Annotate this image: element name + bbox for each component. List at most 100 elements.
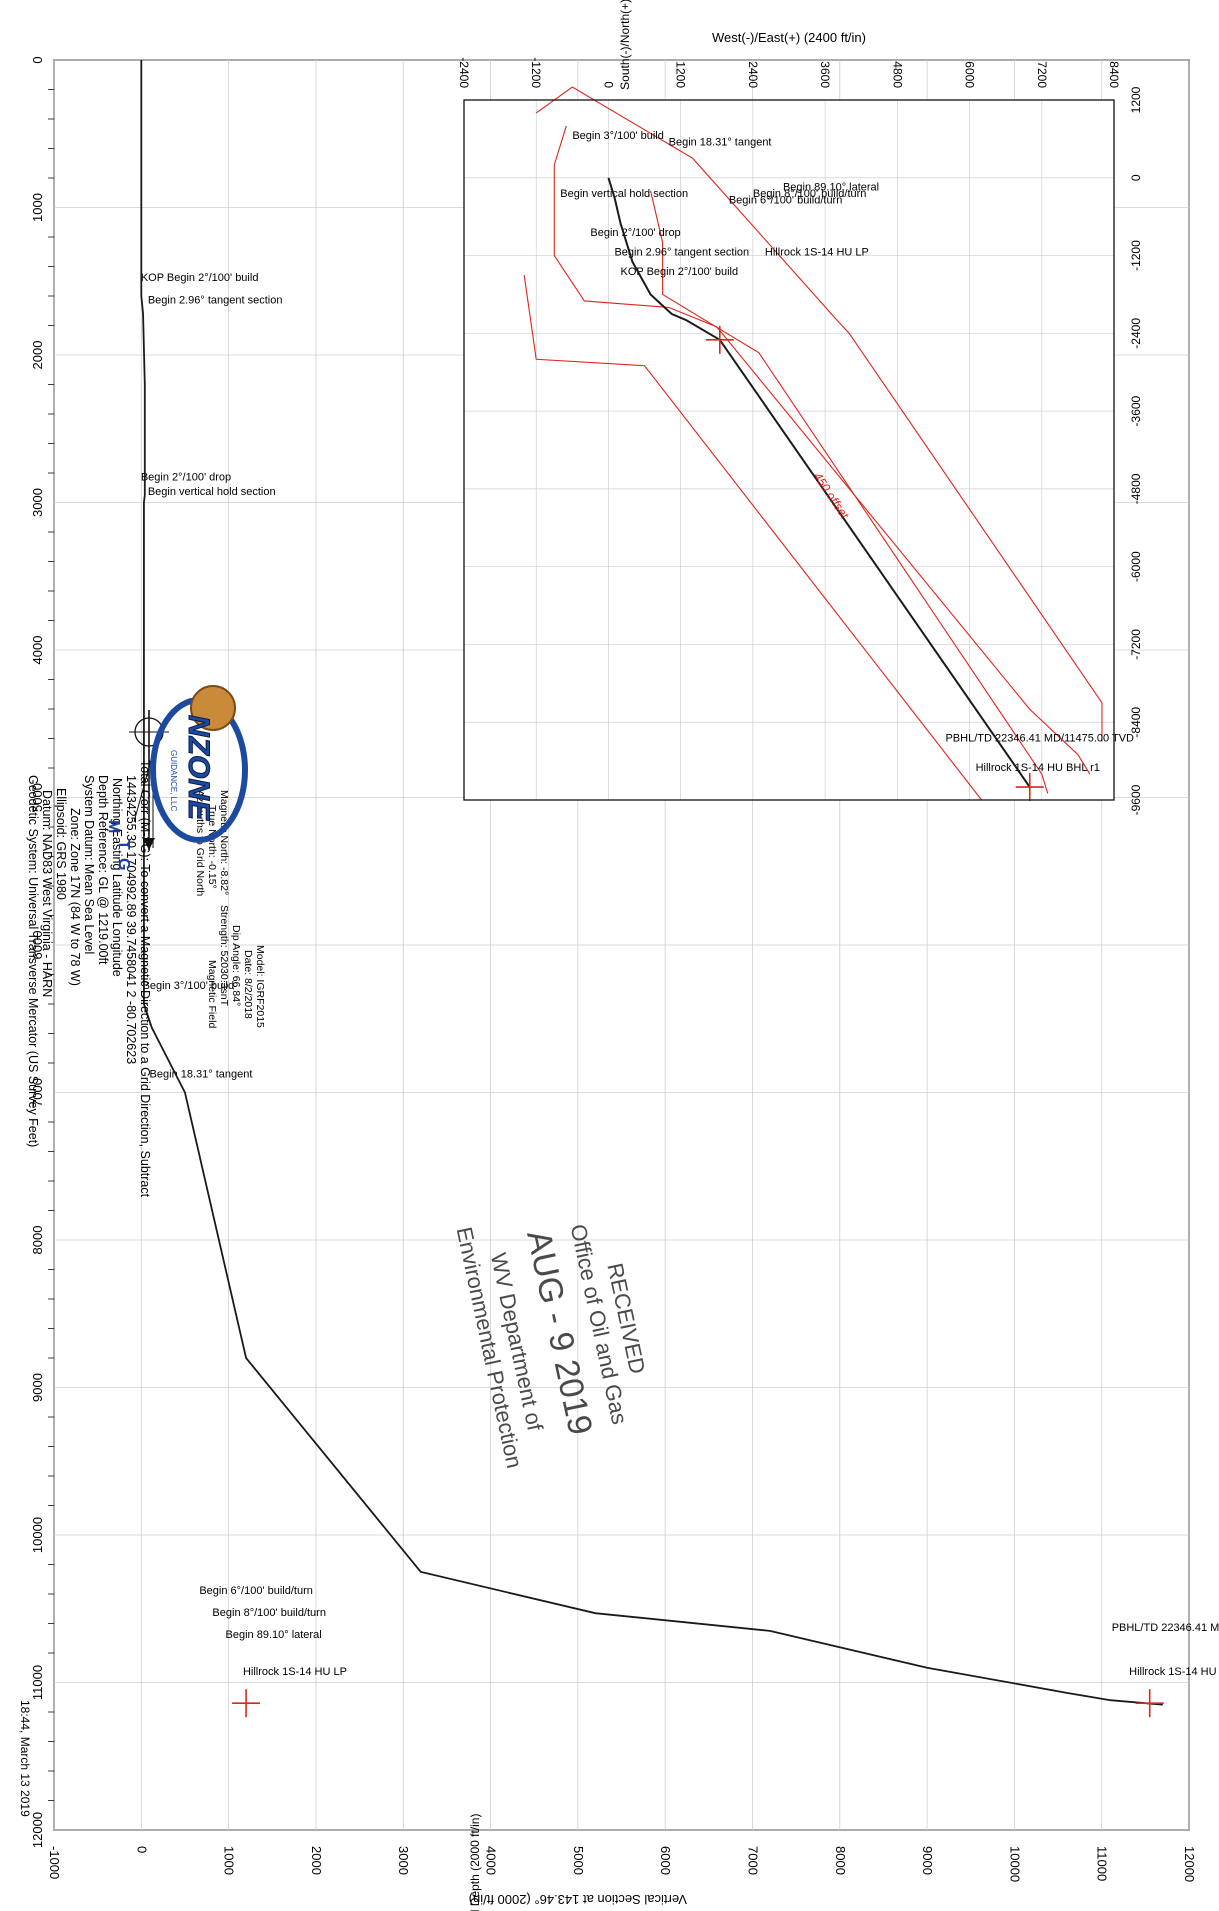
vertical-section-ticks: 0 1000 2000 3000 4000 5000 6000 7000 8000 9000 100… xyxy=(30,56,1197,1882)
ew-tick-label: 0 xyxy=(601,81,615,88)
ns-tick-label: -7200 xyxy=(1129,629,1143,660)
vs-tick-label: 11000 xyxy=(1095,1846,1110,1881)
geodetic-headers: Northing Easting Latitude Longitude xyxy=(110,778,124,977)
vertical-section-markers xyxy=(232,1689,1164,1718)
magnetic-model: Model: IGRF2015 xyxy=(254,945,266,1028)
ew-tick-label: -2400 xyxy=(457,57,471,88)
vs-tick-label: 7000 xyxy=(745,1846,760,1875)
tvd-tick-label: 4000 xyxy=(30,636,45,665)
ns-tick-label: 1200 xyxy=(1129,86,1143,113)
plan-view-annotation: Begin 2°/100' drop xyxy=(590,227,680,239)
received-stamp: RECEIVED Office of Oil and Gas AUG - 9 2… xyxy=(452,1222,651,1470)
azimuth-info: Azimuths to Grid North True North: -0.15… xyxy=(194,790,230,896)
vs-tick-label: 4000 xyxy=(484,1846,499,1875)
magnetic-north-line xyxy=(133,759,152,823)
plan-view-annotation: Hillrock 1S-14 HU BHL r1 xyxy=(976,762,1100,774)
plan-view-background xyxy=(464,100,1114,800)
vertical-section-annotation: Begin 2°/100' drop xyxy=(141,471,231,483)
vertical-section-annotation: Begin 2.96° tangent section xyxy=(148,294,283,306)
tvd-tick-label: 8000 xyxy=(30,1226,45,1255)
geodetic-ellipsoid: Ellipsoid: GRS 1980 xyxy=(54,788,68,900)
geodetic-depth-ref: Depth Reference: GL @ 1219.00ft xyxy=(96,775,110,965)
north-arrow-label-g: G xyxy=(115,858,132,870)
vertical-section-annotation: Begin 89.10° lateral xyxy=(226,1629,322,1641)
tvd-tick-label: 10000 xyxy=(30,1517,45,1553)
vertical-section-annotation: Hillrock 1S-14 HU BHL r1 xyxy=(1129,1666,1219,1678)
magnetic-date: Date: 8/2/2018 xyxy=(242,950,254,1019)
plan-view-x-axis-label: West(-)/East(+) (2400 ft/in) xyxy=(712,30,866,45)
logo-subtitle: GUIDANCE, LLC xyxy=(169,750,178,812)
vertical-section-y-axis-label: True Vertical Depth (2000 ft/in) xyxy=(468,1814,482,1911)
ew-tick-label: 6000 xyxy=(963,61,977,88)
vertical-section-annotation: PBHL/TD 22346.41 MD/11475.00 TVD xyxy=(1112,1622,1219,1634)
vs-tick-label: -1000 xyxy=(47,1846,62,1879)
offset-outline-inner-bottom xyxy=(650,190,1049,794)
company-logo: NZONE GUIDANCE, LLC xyxy=(150,685,248,843)
ew-tick-label: 2400 xyxy=(746,61,760,88)
offset-outline-outer-left xyxy=(523,274,983,801)
vertical-section-annotation: Begin vertical hold section xyxy=(148,486,276,498)
tvd-tick-label: 3000 xyxy=(30,488,45,517)
true-north: True North: -0.15° xyxy=(206,805,218,889)
plan-view-annotation: Begin 89.10° lateral xyxy=(783,182,879,194)
plan-view-annotation: Begin 2.96° tangent section xyxy=(614,247,749,259)
plan-view-annotation: Begin 8°/100' build/turn xyxy=(753,188,867,200)
geodetic-values: 14434255.30 1704992.89 39.7458041 2 -80.… xyxy=(124,775,138,1064)
plan-view-markers xyxy=(705,325,1044,802)
vertical-section-annotation: Hillrock 1S-14 HU LP xyxy=(243,1666,347,1678)
plan-view-annotation: PBHL/TD 22346.41 MD/11475.00 TVD xyxy=(945,733,1134,745)
tvd-tick-label: 1000 xyxy=(30,193,45,222)
vs-tick-label: 10000 xyxy=(1007,1846,1022,1882)
ns-tick-label: -1200 xyxy=(1129,240,1143,271)
tvd-tick-label: 6000 xyxy=(30,931,45,960)
north-arrow-label-t: T xyxy=(115,840,132,850)
ew-tick-label: 1200 xyxy=(674,61,688,88)
plan-view-annotation: Begin 3°/100' build xyxy=(572,130,664,142)
vs-tick-label: 1000 xyxy=(222,1846,237,1875)
logo-wordmark: NZONE xyxy=(182,715,215,821)
vertical-section-annotation: Begin 18.31° tangent xyxy=(150,1069,253,1081)
magnetic-north: Magnetic North: -8.82° xyxy=(218,790,230,895)
plan-view-y-axis-label: South(-)/North(+) (2400 ft/in) xyxy=(618,0,632,90)
plan-view-annotation: Begin vertical hold section xyxy=(560,188,688,200)
geodetic-total-corr: Total Corr (M->G): To convert a Magnetic… xyxy=(138,760,152,1198)
magnetic-strength: Strength: 52030.3snT xyxy=(218,905,230,1007)
ns-tick-label: -8400 xyxy=(1129,707,1143,738)
tvd-tick-label: 7000 xyxy=(30,1078,45,1107)
ew-tick-label: 8400 xyxy=(1107,61,1121,88)
offset-outline-outer-right xyxy=(535,86,1103,742)
offset-outline-inner-top xyxy=(553,125,1091,775)
ns-tick-label: -9600 xyxy=(1129,784,1143,815)
ns-tick-label: -3600 xyxy=(1129,395,1143,426)
ns-axis-label-group: South(-)/North(+) (2400 ft/in) xyxy=(618,0,632,90)
vs-tick-label: 5000 xyxy=(571,1846,586,1875)
vertical-section-annotation: Begin 8°/100' build/turn xyxy=(212,1607,326,1619)
azimuths-title: Azimuths to Grid North xyxy=(194,790,206,896)
vertical-section-annotation: KOP Begin 2°/100' build xyxy=(141,272,259,284)
vs-tick-label: 2000 xyxy=(309,1846,324,1875)
vs-tick-label: 12000 xyxy=(1182,1846,1197,1882)
plan-view-annotation: Begin 18.31° tangent xyxy=(669,136,772,148)
geodetic-system-datum: System Datum: Mean Sea Level xyxy=(82,775,96,954)
plan-view-annotation: Hillrock 1S-14 HU LP xyxy=(765,247,869,259)
tvd-tick-label: 5000 xyxy=(30,783,45,812)
plan-view-annotation: Begin 6°/100' build/turn xyxy=(729,195,843,207)
magnetic-field-title: Magnetic Field xyxy=(206,960,218,1028)
tvd-axis-label-group: True Vertical Depth (2000 ft/in) xyxy=(468,1814,482,1911)
vertical-section-annotation: Begin 6°/100' build/turn xyxy=(199,1585,313,1597)
geodetic-info: Geodetic System: Universal Transverse Me… xyxy=(26,760,152,1198)
vertical-section-x-axis-label: Vertical Section at 143.46° (2000 ft/in) xyxy=(469,1892,687,1907)
tvd-tick-label: 11000 xyxy=(30,1665,45,1700)
vertical-section-annotations: KOP Begin 2°/100' build Begin 2.96° tange… xyxy=(141,272,1219,1678)
north-arrow-head xyxy=(143,838,155,850)
geodetic-zone: Zone: Zone 17N (84 W to 78 W) xyxy=(68,808,82,986)
vs-tick-label: 9000 xyxy=(920,1846,935,1875)
ns-tick-label: -2400 xyxy=(1129,318,1143,349)
vs-tick-label: 0 xyxy=(134,1846,149,1853)
plan-view-plot-frame xyxy=(463,99,1115,801)
ns-tick-label: 0 xyxy=(1129,174,1143,181)
